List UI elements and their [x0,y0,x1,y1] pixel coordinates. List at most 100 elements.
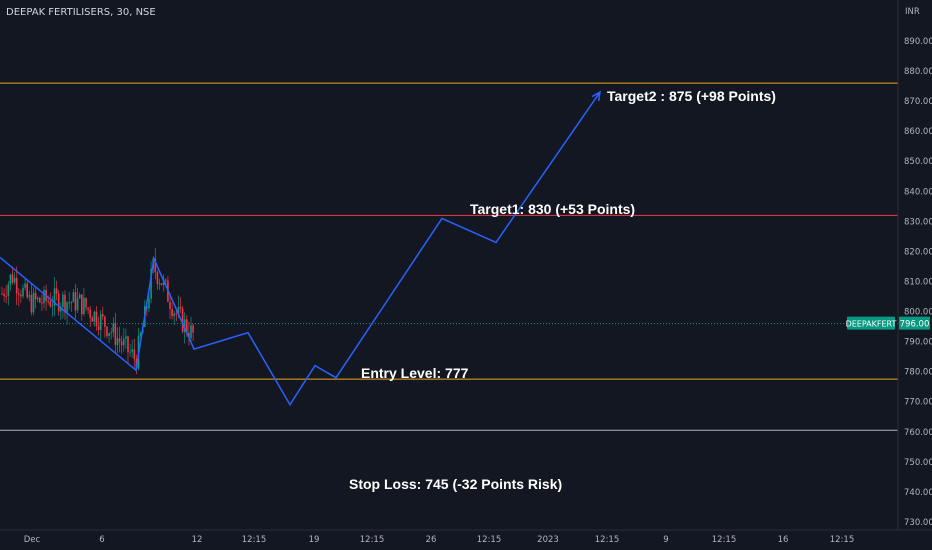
candle-body [158,283,161,285]
y-tick-label: 830.00 [904,217,932,227]
candle-body [91,317,94,322]
candle-body [55,288,58,294]
y-tick-label: 730.00 [904,518,932,528]
candle-body [9,274,12,285]
candle-body [125,336,127,339]
currency-label: INR [905,7,920,17]
candle-body [116,338,119,345]
candle-body [30,294,33,313]
candle-body [13,277,16,283]
candle-body [190,325,192,339]
candle-body [85,297,87,308]
candle-body [49,301,52,307]
candle-body [3,293,5,296]
candle-body [173,313,175,317]
y-tick-label: 880.00 [904,67,932,77]
candle-body [66,302,68,313]
candle-body [175,313,178,315]
x-tick-label: 19 [309,535,320,545]
candle-body [110,332,112,334]
candle-body [57,293,60,312]
candle-body [22,287,24,297]
y-tick-label: 740.00 [904,488,932,498]
candle-body [83,297,85,315]
candle-body [114,323,117,345]
candle-body [47,300,49,302]
symbol-badge [847,316,895,330]
candle-body [192,325,194,333]
candle-body [34,292,37,300]
candle-body [53,288,56,306]
candle-body [108,333,110,336]
candle-body [179,306,182,309]
x-tick-label: 12:15 [712,535,737,545]
x-tick-label: 12:15 [830,535,855,545]
candle-body [123,338,125,346]
candle-body [169,301,171,309]
candle-body [171,308,173,317]
x-tick-label: Dec [24,535,41,545]
candle-body [118,338,121,342]
candle-body [11,274,14,283]
candle-body [165,279,167,281]
candle-body [87,307,89,310]
candle-body [186,319,188,333]
y-tick-label: 750.00 [904,458,932,468]
candle-body [89,309,91,318]
candle-body [99,314,102,330]
candle-body [72,292,75,303]
candle-body [120,341,123,346]
candle-body [1,293,3,295]
x-tick-label: 16 [778,535,789,545]
candle-body [68,302,70,304]
x-tick-label: 2023 [537,535,559,545]
target1-annotation: Target1: 830 (+53 Points) [470,201,635,217]
candle-body [24,283,26,288]
candle-body [160,283,163,285]
x-tick-label: 9 [663,535,668,545]
candle-body [20,294,22,297]
price-badge-label: 796.00 [900,320,930,330]
y-tick-label: 820.00 [904,247,932,257]
candle-body [15,277,18,294]
candle-body [26,283,28,298]
x-tick-label: 12:15 [360,535,385,545]
candle-body [154,258,157,273]
y-tick-label: 810.00 [904,277,932,287]
candle-body [81,294,83,315]
candle-body [95,311,98,326]
candle-body [5,295,7,297]
entry-annotation: Entry Level: 777 [361,365,469,381]
y-tick-label: 780.00 [904,368,932,378]
y-tick-label: 760.00 [904,428,932,438]
candle-body [112,323,115,333]
candle-body [131,349,133,352]
candle-body [76,298,79,311]
x-tick-label: 6 [99,535,104,545]
candle-body [36,297,39,300]
candle-body [156,272,159,284]
projection-path[interactable] [0,91,601,407]
candle-body [39,297,41,303]
candle-body [18,293,20,295]
y-tick-label: 870.00 [904,97,932,107]
candle-body [93,311,96,322]
candle-body [183,319,186,332]
candle-body [28,294,31,298]
candle-body [60,307,62,312]
candle-body [41,302,43,304]
symbol-badge-label: DEEPAKFERT [846,320,897,329]
candle-body [64,294,66,313]
projection-arrowhead [591,90,601,102]
candle-body [150,268,152,299]
candle-body [133,349,136,360]
candle-body [102,314,104,317]
candle-body [181,308,184,332]
candle-body [62,294,64,308]
candle-body [7,284,10,297]
y-tick-label: 790.00 [904,338,932,348]
candle-body [148,298,150,309]
y-tick-label: 800.00 [904,308,932,318]
candle-body [78,294,81,299]
